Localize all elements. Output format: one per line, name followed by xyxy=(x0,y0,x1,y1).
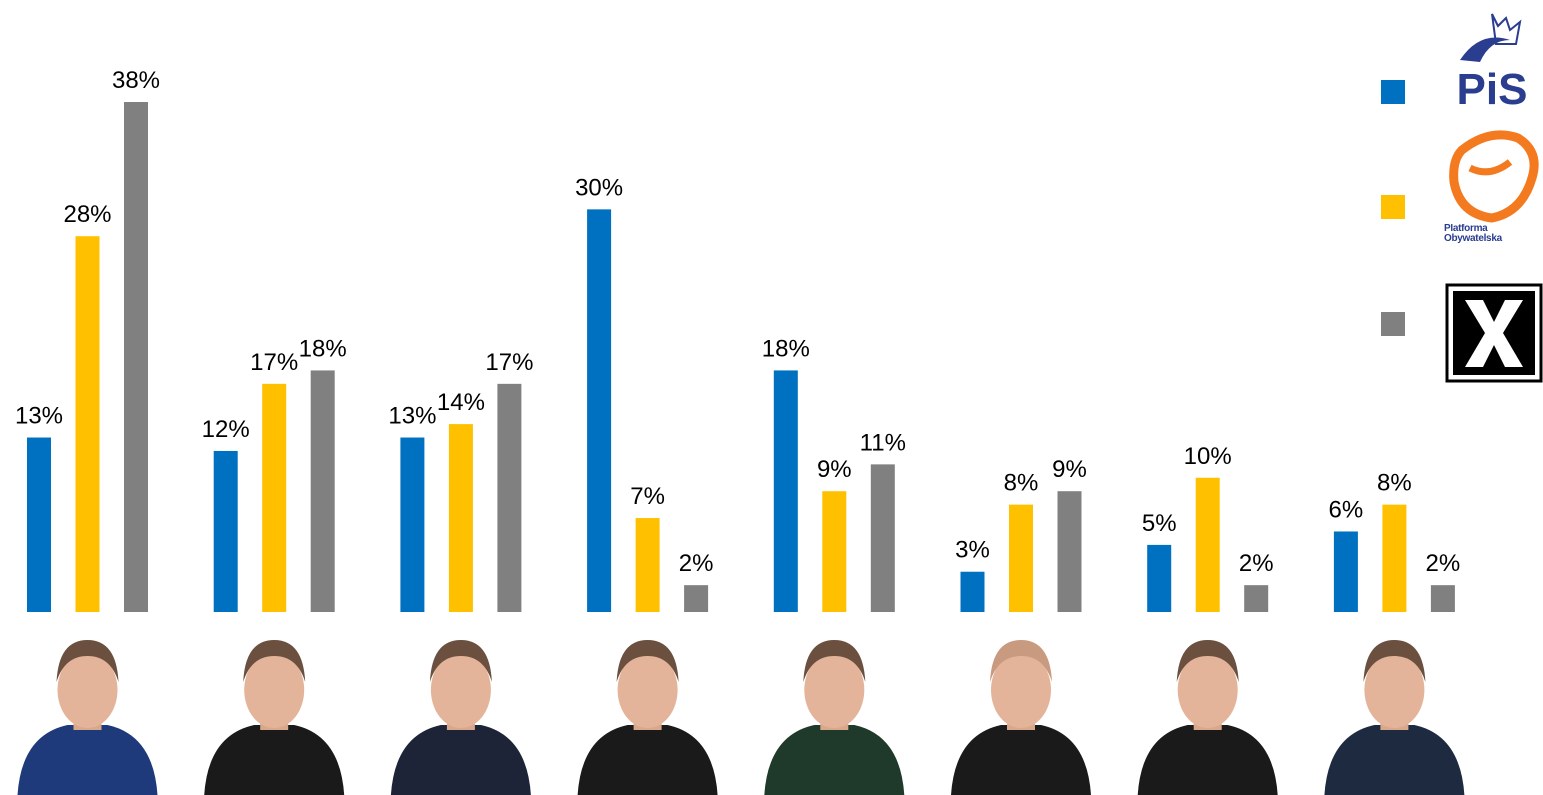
data-label: 6% xyxy=(1329,496,1364,523)
data-label: 9% xyxy=(1052,456,1087,483)
shoulders xyxy=(764,725,905,795)
data-label: 28% xyxy=(63,201,111,228)
data-label: 38% xyxy=(112,67,160,94)
shoulders xyxy=(577,725,718,795)
shoulders xyxy=(1137,725,1278,795)
data-label: 17% xyxy=(250,349,298,376)
candidate-photo xyxy=(204,640,345,795)
bar xyxy=(870,464,895,612)
candidate-photo xyxy=(17,640,158,795)
shoulders xyxy=(390,725,531,795)
head xyxy=(804,652,865,728)
bar xyxy=(75,236,100,613)
hair xyxy=(429,640,492,682)
legend-swatch xyxy=(1381,312,1405,336)
bar xyxy=(960,571,985,612)
bar xyxy=(1009,504,1033,612)
hair xyxy=(990,640,1052,682)
hair xyxy=(616,640,679,682)
data-label: 9% xyxy=(817,456,852,483)
shoulders xyxy=(204,725,345,795)
data-label: 11% xyxy=(860,429,906,456)
data-label: 18% xyxy=(762,335,810,362)
bar xyxy=(213,450,238,612)
shoulders xyxy=(951,725,1091,795)
bar xyxy=(1430,585,1455,612)
head xyxy=(617,652,678,728)
pis-logo: PiS xyxy=(1457,13,1528,114)
hair xyxy=(243,640,306,682)
bar xyxy=(1057,491,1082,612)
hair xyxy=(803,640,866,682)
candidate-photo xyxy=(764,640,905,795)
po-logo xyxy=(1449,130,1539,223)
data-label: 17% xyxy=(485,349,533,376)
data-label: 8% xyxy=(1004,470,1039,497)
data-label: 13% xyxy=(388,403,436,430)
bar xyxy=(1333,531,1358,612)
bar xyxy=(773,370,798,612)
data-label: 12% xyxy=(202,416,250,443)
bar xyxy=(822,491,847,612)
candidate-photo xyxy=(577,640,718,795)
data-label: 2% xyxy=(679,550,714,577)
data-label: 5% xyxy=(1142,510,1177,537)
none-logo xyxy=(1445,283,1543,383)
bar xyxy=(262,383,287,612)
bar xyxy=(497,383,522,612)
legend-swatch xyxy=(1381,80,1405,104)
hair xyxy=(56,640,119,682)
legend-label: PiS xyxy=(1457,65,1528,114)
bar xyxy=(684,585,709,612)
bar xyxy=(448,424,473,612)
candidate-photo xyxy=(1324,640,1465,795)
shoulders xyxy=(17,725,158,795)
data-label: 2% xyxy=(1239,550,1274,577)
data-label: 30% xyxy=(575,174,623,201)
data-label: 8% xyxy=(1377,470,1412,497)
candidate-photo xyxy=(951,640,1091,795)
head xyxy=(1177,652,1238,728)
data-label: 7% xyxy=(630,483,665,510)
data-label: 14% xyxy=(437,389,485,416)
bar xyxy=(27,437,51,612)
head xyxy=(57,652,118,728)
candidate-photo xyxy=(1137,640,1278,795)
bar xyxy=(1195,477,1220,612)
data-label: 10% xyxy=(1184,443,1232,470)
data-label: 18% xyxy=(299,335,347,362)
head xyxy=(1364,652,1425,728)
head xyxy=(244,652,305,728)
head xyxy=(991,652,1051,728)
bar xyxy=(124,102,148,612)
hair xyxy=(1176,640,1239,682)
bar xyxy=(310,370,335,612)
head xyxy=(430,652,491,728)
data-label: 13% xyxy=(15,403,63,430)
bar xyxy=(1382,504,1407,612)
legend-swatch xyxy=(1381,195,1405,219)
hair xyxy=(1363,640,1426,682)
data-label: 2% xyxy=(1426,550,1461,577)
data-label: 3% xyxy=(955,537,990,564)
bar xyxy=(1244,585,1269,612)
bar xyxy=(1147,544,1172,612)
shoulders xyxy=(1324,725,1465,795)
bar xyxy=(635,518,660,612)
candidate-photo xyxy=(390,640,531,795)
bar xyxy=(587,209,612,613)
bar xyxy=(400,437,425,612)
legend-label: Platforma Obywatelska xyxy=(1444,224,1502,244)
